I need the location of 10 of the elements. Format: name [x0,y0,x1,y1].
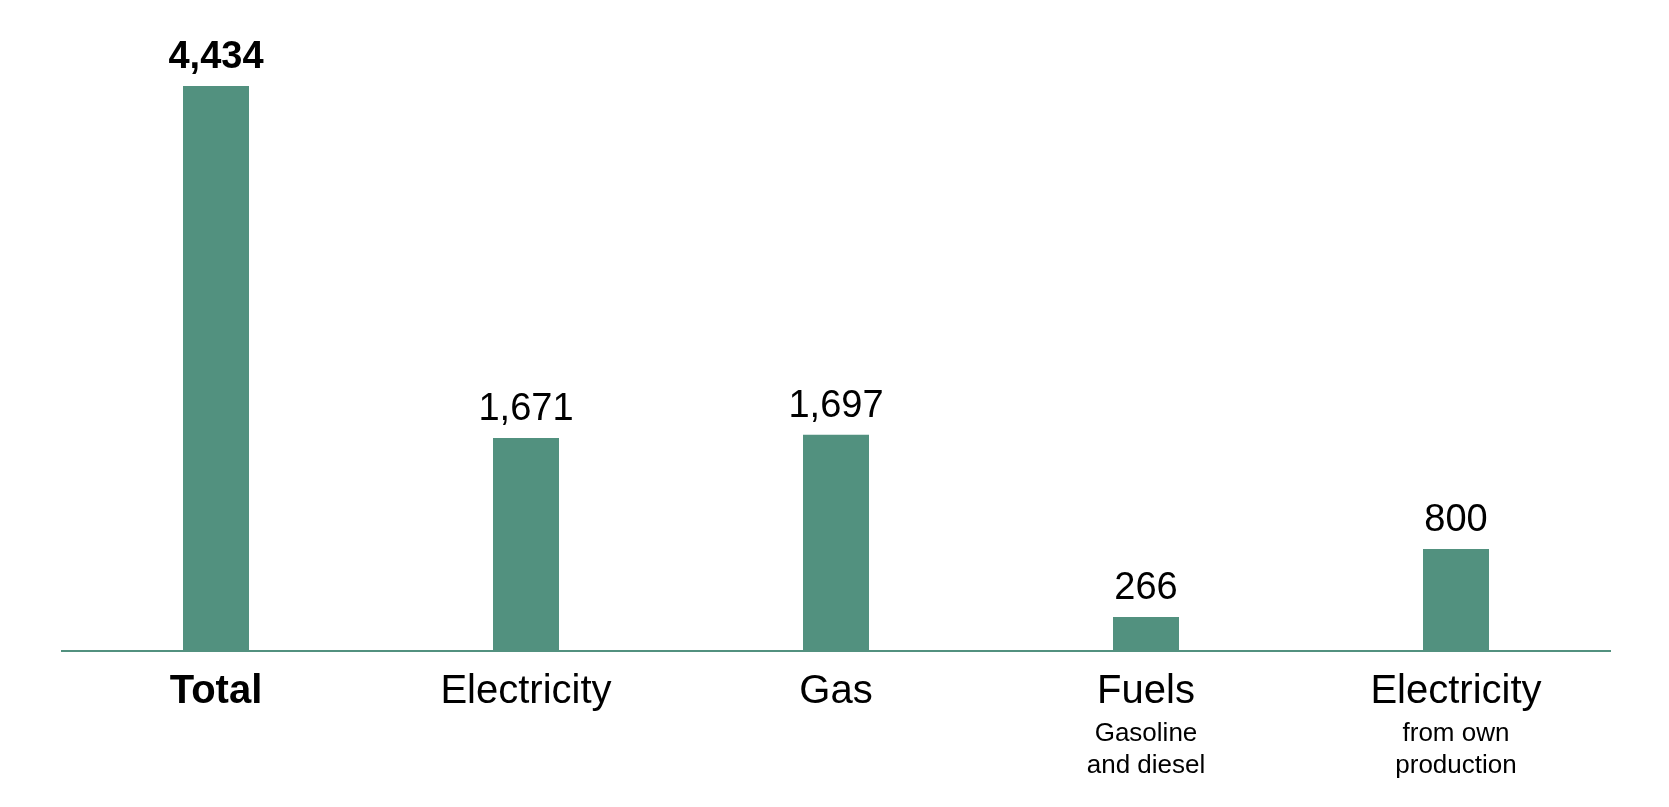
x-tick-label: Electricity from own production [1370,667,1542,779]
data-label: 266 [1114,565,1178,608]
x-tick-label: Total [169,667,263,711]
data-label: 800 [1424,497,1488,540]
x-tick-label: Fuels Gasoline and diesel [1086,667,1206,779]
data-label: 1,671 [478,386,574,429]
data-label: 1,697 [788,382,884,425]
data-label: 4,434 [168,34,264,76]
x-tick-label: Gas [799,667,873,711]
x-tick-label: Electricity [440,667,612,711]
